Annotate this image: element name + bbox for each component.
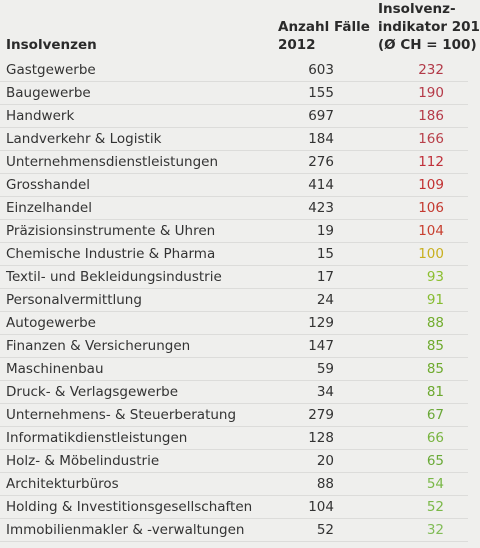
row-separator	[0, 380, 468, 381]
row-count: 24	[316, 292, 334, 308]
row-separator	[0, 518, 468, 519]
row-count: 279	[308, 407, 334, 423]
row-separator	[0, 403, 468, 404]
row-separator	[0, 426, 468, 427]
row-separator	[0, 265, 468, 266]
row-separator	[0, 472, 468, 473]
row-name: Handwerk	[6, 108, 75, 124]
row-name: Unternehmens- & Steuerberatung	[6, 407, 237, 423]
row-count: 34	[316, 384, 334, 400]
row-index: 52	[426, 499, 444, 515]
row-name: Textil- und Bekleidungsindustrie	[6, 269, 222, 285]
row-name: Personalvermittlung	[6, 292, 142, 308]
row-count: 155	[308, 85, 334, 101]
row-index: 85	[426, 361, 444, 377]
row-count: 88	[316, 476, 334, 492]
row-count: 276	[308, 154, 334, 170]
row-count: 147	[308, 338, 334, 354]
row-name: Immobilienmakler & -verwaltungen	[6, 522, 245, 538]
row-count: 414	[308, 177, 334, 193]
row-count: 59	[316, 361, 334, 377]
row-separator	[0, 334, 468, 335]
header-count: 2012	[278, 37, 316, 53]
row-index: 186	[418, 108, 444, 124]
header-insolvenzen: Insolvenzen	[6, 37, 97, 53]
row-name: Druck- & Verlagsgewerbe	[6, 384, 179, 400]
row-count: 17	[316, 269, 334, 285]
row-name: Holding & Investitionsgesellschaften	[6, 499, 253, 515]
row-count: 129	[308, 315, 334, 331]
row-index: 190	[418, 85, 444, 101]
row-separator	[0, 449, 468, 450]
row-separator	[0, 495, 468, 496]
row-index: 66	[426, 430, 444, 446]
row-separator	[0, 104, 468, 105]
row-index: 91	[426, 292, 444, 308]
row-separator	[0, 81, 468, 82]
header-index: (Ø CH = 100)	[378, 37, 477, 53]
row-separator	[0, 219, 468, 220]
row-separator	[0, 288, 468, 289]
row-name: Baugewerbe	[6, 85, 91, 101]
row-name: Unternehmensdienstleistungen	[6, 154, 218, 170]
row-separator	[0, 173, 468, 174]
row-count: 128	[308, 430, 334, 446]
row-index: 65	[426, 453, 444, 469]
row-count: 603	[308, 62, 334, 78]
row-name: Architekturbüros	[6, 476, 119, 492]
row-index: 88	[426, 315, 444, 331]
header-count: Anzahl Fälle	[278, 19, 370, 35]
row-name: Holz- & Möbelindustrie	[6, 453, 160, 469]
row-index: 166	[418, 131, 444, 147]
row-index: 232	[418, 62, 444, 78]
row-index: 81	[426, 384, 444, 400]
row-index: 106	[418, 200, 444, 216]
row-count: 20	[316, 453, 334, 469]
row-separator	[0, 311, 468, 312]
row-separator	[0, 196, 468, 197]
row-index: 54	[426, 476, 444, 492]
row-count: 15	[316, 246, 334, 262]
row-name: Einzelhandel	[6, 200, 92, 216]
row-separator	[0, 357, 468, 358]
row-index: 32	[426, 522, 444, 538]
row-count: 104	[308, 499, 334, 515]
row-name: Autogewerbe	[6, 315, 96, 331]
row-name: Grosshandel	[6, 177, 91, 193]
row-name: Informatikdienstleistungen	[6, 430, 188, 446]
header-index: Insolvenz-	[378, 1, 456, 17]
row-index: 109	[418, 177, 444, 193]
row-separator	[0, 541, 468, 542]
row-name: Präzisionsinstrumente & Uhren	[6, 223, 216, 239]
row-count: 697	[308, 108, 334, 124]
row-name: Gastgewerbe	[6, 62, 96, 78]
row-count: 184	[308, 131, 334, 147]
row-name: Chemische Industrie & Pharma	[6, 246, 216, 262]
row-index: 67	[426, 407, 444, 423]
row-name: Landverkehr & Logistik	[6, 131, 162, 147]
row-separator	[0, 150, 468, 151]
row-index: 100	[418, 246, 444, 262]
row-name: Maschinenbau	[6, 361, 104, 377]
row-index: 104	[418, 223, 444, 239]
row-index: 85	[426, 338, 444, 354]
row-separator	[0, 127, 468, 128]
row-count: 19	[316, 223, 334, 239]
row-name: Finanzen & Versicherungen	[6, 338, 191, 354]
row-count: 423	[308, 200, 334, 216]
row-count: 52	[316, 522, 334, 538]
header-index: indikator 2012	[378, 19, 480, 35]
row-index: 93	[426, 269, 444, 285]
row-separator	[0, 242, 468, 243]
row-index: 112	[418, 154, 444, 170]
